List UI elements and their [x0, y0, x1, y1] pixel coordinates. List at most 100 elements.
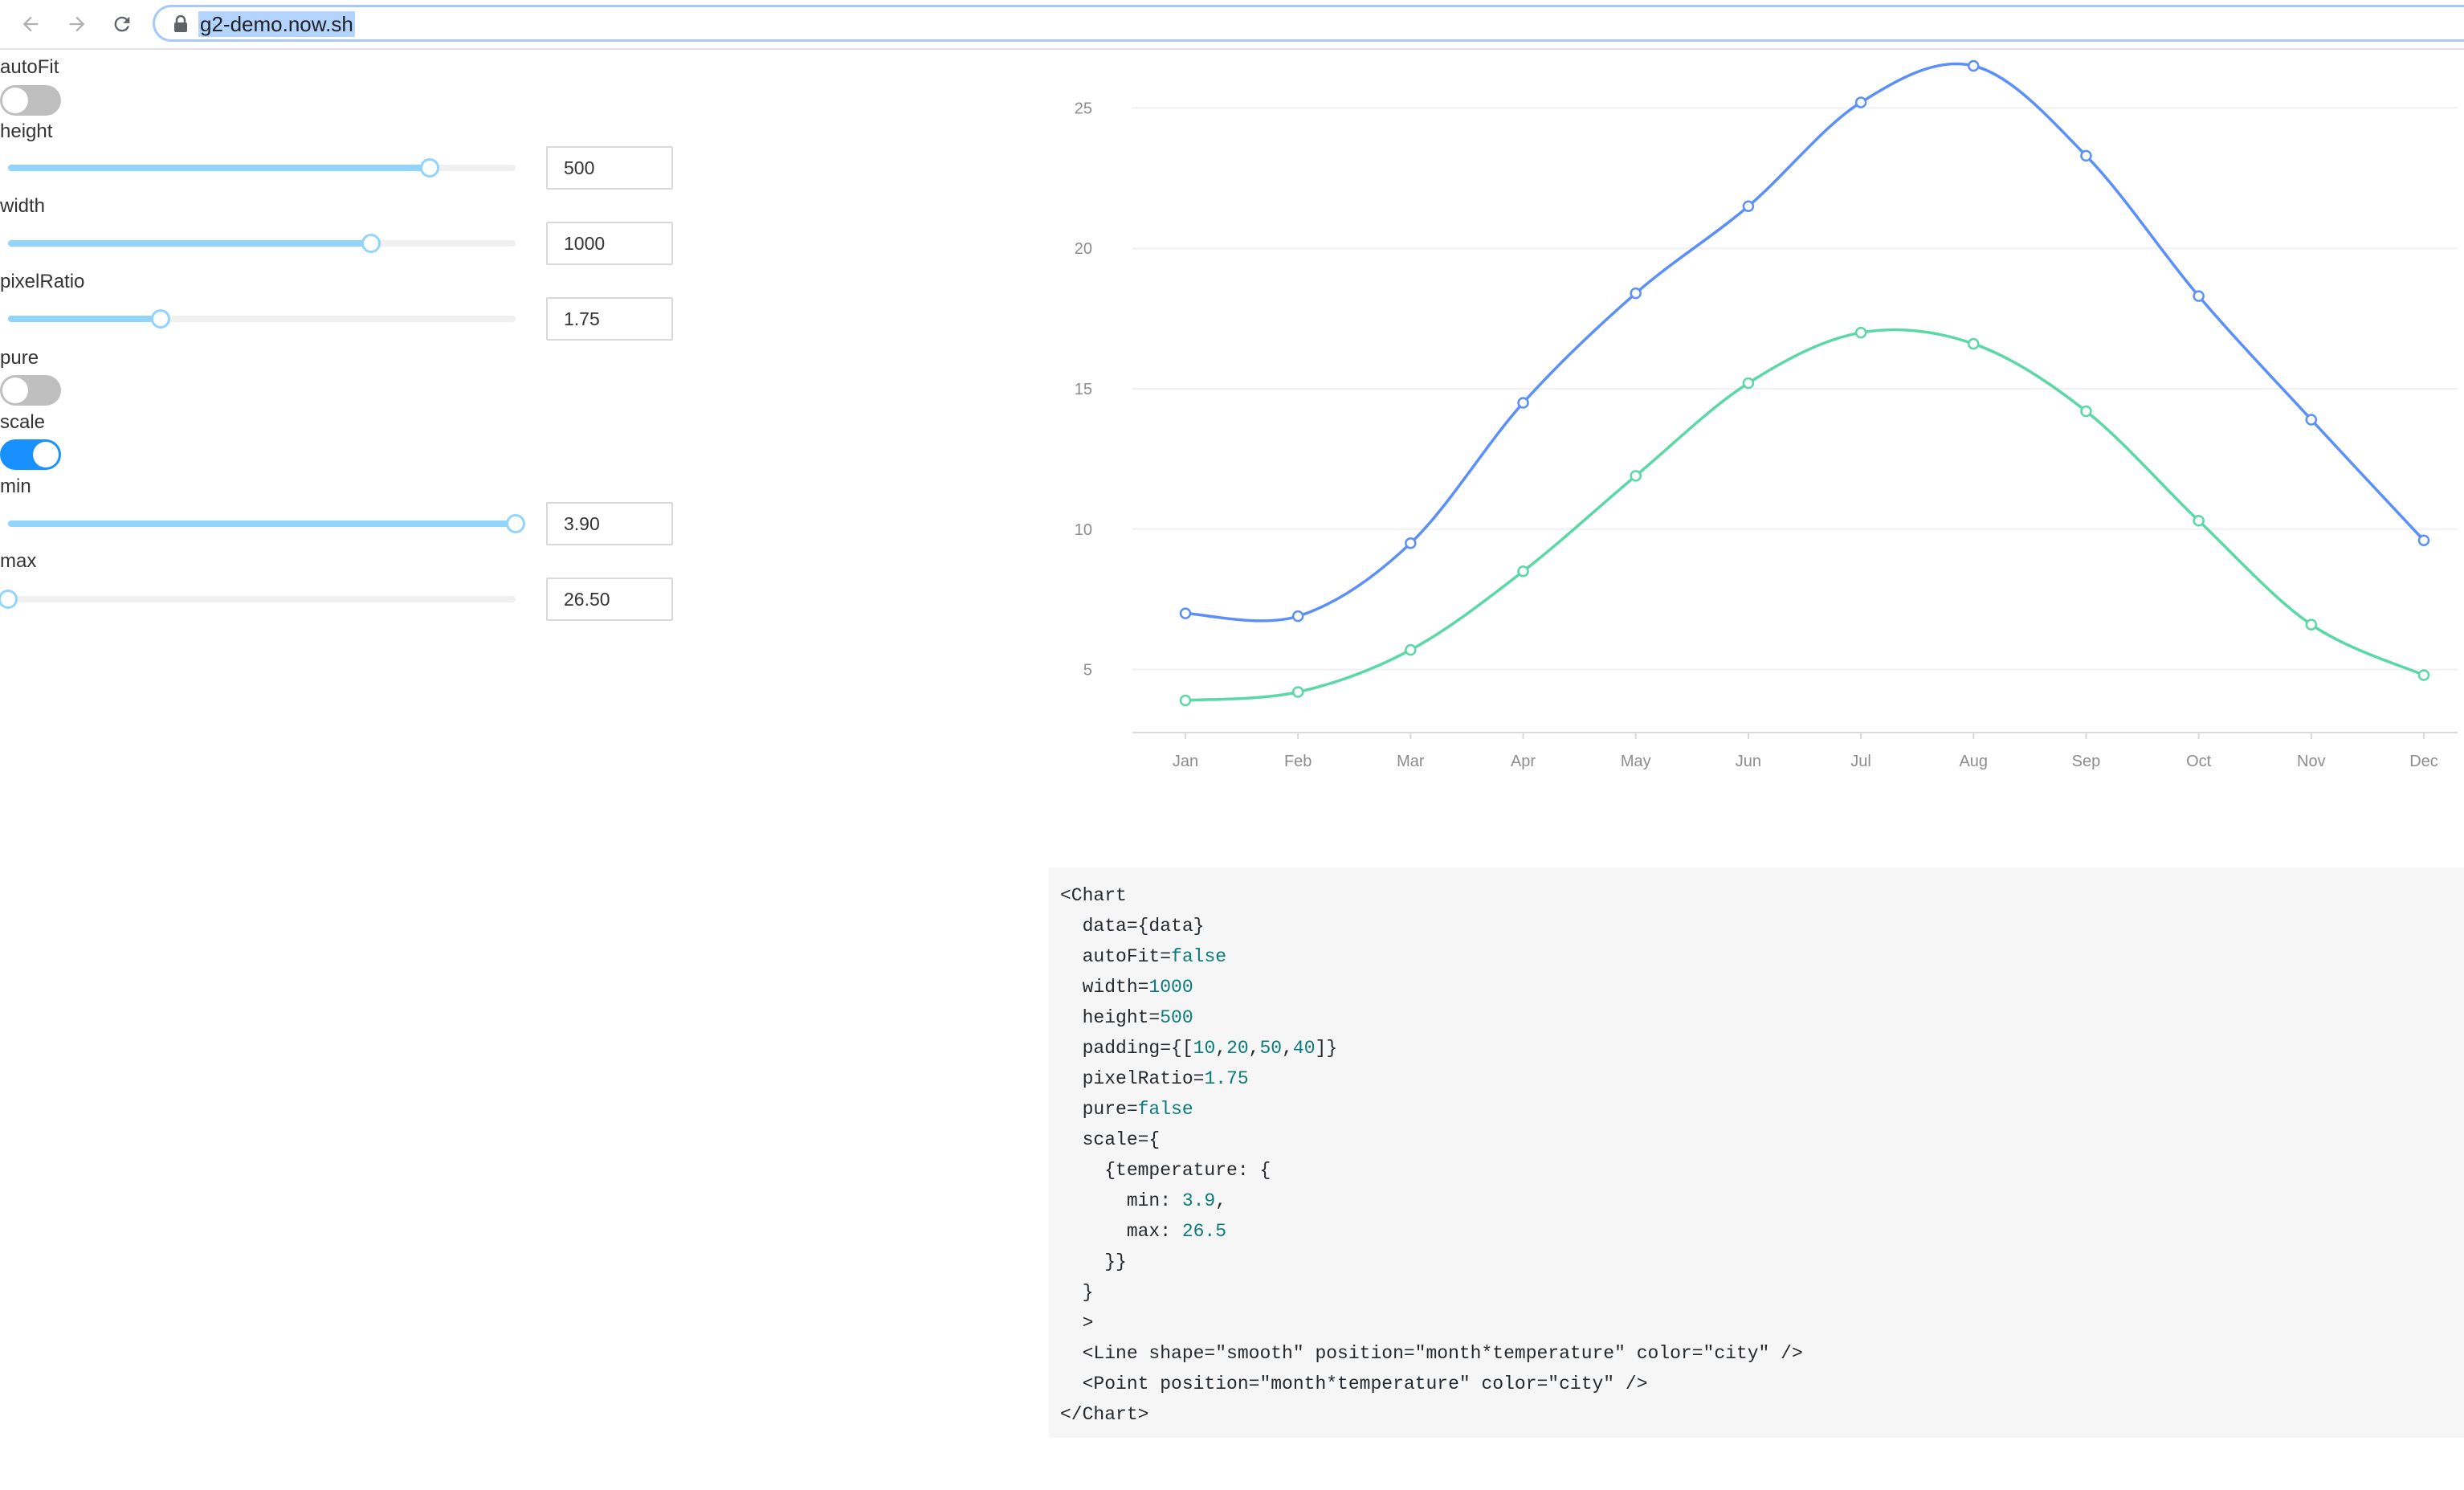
- temperature-line-chart: 5 10 15 20 25 Jan Feb Mar Apr May Jun Jul Aug Sep Oct…: [1075, 59, 2458, 770]
- code-token: >: [1060, 1312, 1094, 1333]
- data-point-london: [2305, 618, 2318, 631]
- data-point-tokyo: [2080, 149, 2092, 162]
- x-tick-label: Dec: [2409, 753, 2438, 770]
- code-token: ,: [1282, 1038, 1293, 1059]
- data-point-london: [1291, 686, 1304, 698]
- back-button[interactable]: [16, 10, 45, 39]
- code-line: max: 26.5: [1060, 1216, 2453, 1247]
- data-point-london: [1517, 565, 1529, 578]
- y-tick-label: 15: [1075, 381, 1092, 398]
- code-token: {temperature: {: [1060, 1160, 1271, 1181]
- code-token: ]}: [1315, 1038, 1338, 1059]
- y-tick-label: 20: [1075, 240, 1092, 258]
- code-line: scale={: [1060, 1125, 2453, 1155]
- code-token: width=: [1060, 977, 1149, 998]
- series-line-london: [1185, 328, 2425, 702]
- pixelratio-label: pixelRatio: [0, 271, 85, 292]
- code-line: <Point position="month*temperature" colo…: [1060, 1369, 2453, 1399]
- code-token: ,: [1215, 1038, 1227, 1059]
- autofit-label: autoFit: [0, 56, 59, 78]
- code-line: min: 3.9,: [1060, 1186, 2453, 1216]
- code-token: }: [1060, 1282, 1094, 1303]
- x-tick-label: Aug: [1959, 753, 1988, 770]
- code-line: }}: [1060, 1247, 2453, 1277]
- code-literal: 1.75: [1204, 1068, 1249, 1089]
- scale-label: scale: [0, 411, 46, 433]
- code-snippet-panel: <Chart data={data} autoFit=false width=1…: [1049, 867, 2464, 1438]
- data-point-london: [2193, 515, 2205, 527]
- pixelratio-input[interactable]: [546, 297, 673, 341]
- switch-knob: [2, 88, 28, 113]
- code-token: max:: [1060, 1221, 1182, 1242]
- data-point-london: [1742, 377, 1755, 390]
- chart-lines: [1185, 62, 2425, 702]
- slider-handle[interactable]: [506, 514, 525, 533]
- data-point-tokyo: [2305, 414, 2318, 426]
- height-input[interactable]: [546, 146, 673, 190]
- x-tick-label: May: [1621, 753, 1651, 770]
- code-line: {temperature: {: [1060, 1155, 2453, 1186]
- data-point-tokyo: [1742, 200, 1755, 213]
- data-point-tokyo: [1405, 537, 1417, 549]
- slider-handle[interactable]: [0, 590, 18, 609]
- address-bar[interactable]: g2-demo.now.sh: [153, 5, 2464, 42]
- back-arrow-icon: [22, 16, 39, 32]
- code-literal: 20: [1226, 1038, 1249, 1059]
- data-point-tokyo: [1968, 59, 1980, 72]
- slider-track-fill: [8, 316, 161, 322]
- code-literal: 3.9: [1181, 1190, 1216, 1211]
- code-line: </Chart>: [1060, 1399, 2453, 1430]
- x-tick-label: Sep: [2072, 753, 2101, 770]
- code-literal: 26.5: [1181, 1221, 1227, 1242]
- code-token: <Chart: [1060, 885, 1127, 906]
- code-token: pure=: [1060, 1099, 1138, 1120]
- min-label: min: [0, 476, 31, 497]
- code-line: >: [1060, 1308, 2453, 1338]
- y-tick-label: 10: [1075, 521, 1092, 539]
- slider-track-fill: [8, 240, 371, 247]
- slider-track-fill: [8, 165, 430, 171]
- code-line: <Chart: [1060, 880, 2453, 911]
- url-text[interactable]: g2-demo.now.sh: [198, 11, 355, 37]
- height-slider[interactable]: [8, 158, 516, 178]
- pixelratio-slider[interactable]: [8, 309, 516, 329]
- slider-handle[interactable]: [419, 158, 439, 178]
- code-token: padding={[: [1060, 1038, 1193, 1059]
- scale-switch[interactable]: [0, 439, 61, 470]
- x-tick-label: Jun: [1736, 753, 1761, 770]
- code-line: <Line shape="smooth" position="month*tem…: [1060, 1338, 2453, 1369]
- reload-button[interactable]: [108, 10, 137, 39]
- slider-handle[interactable]: [150, 309, 170, 329]
- pure-switch[interactable]: [0, 375, 61, 406]
- width-slider[interactable]: [8, 234, 516, 253]
- min-slider[interactable]: [8, 514, 525, 533]
- code-literal: 10: [1193, 1038, 1216, 1059]
- data-point-tokyo: [1517, 397, 1529, 409]
- width-label: width: [0, 195, 46, 217]
- data-point-tokyo: [1291, 610, 1304, 623]
- min-input[interactable]: [546, 502, 673, 545]
- forward-button[interactable]: [63, 10, 92, 39]
- slider-handle[interactable]: [361, 234, 381, 253]
- data-point-tokyo: [2193, 290, 2205, 302]
- code-token: autoFit=: [1060, 946, 1172, 967]
- chart-gridlines: [1132, 107, 2458, 671]
- max-label: max: [0, 550, 37, 572]
- data-point-tokyo: [1630, 287, 1642, 300]
- code-token: height=: [1060, 1007, 1161, 1028]
- max-input[interactable]: [546, 578, 673, 621]
- data-point-london: [2417, 669, 2430, 681]
- x-tick-label: Jan: [1173, 753, 1198, 770]
- width-input[interactable]: [546, 222, 673, 265]
- max-slider[interactable]: [0, 590, 516, 609]
- y-axis: 5 10 15 20 25: [1075, 100, 1092, 679]
- height-label: height: [0, 120, 53, 142]
- code-line: padding={[10,20,50,40]}: [1060, 1033, 2453, 1063]
- x-tick-label: Feb: [1284, 753, 1312, 770]
- code-literal: 40: [1292, 1038, 1316, 1059]
- autofit-switch[interactable]: [0, 85, 61, 116]
- data-point-tokyo: [1179, 607, 1192, 619]
- x-tick-label: Apr: [1511, 753, 1536, 770]
- y-tick-label: 5: [1083, 662, 1092, 680]
- code-token: ,: [1215, 1190, 1227, 1211]
